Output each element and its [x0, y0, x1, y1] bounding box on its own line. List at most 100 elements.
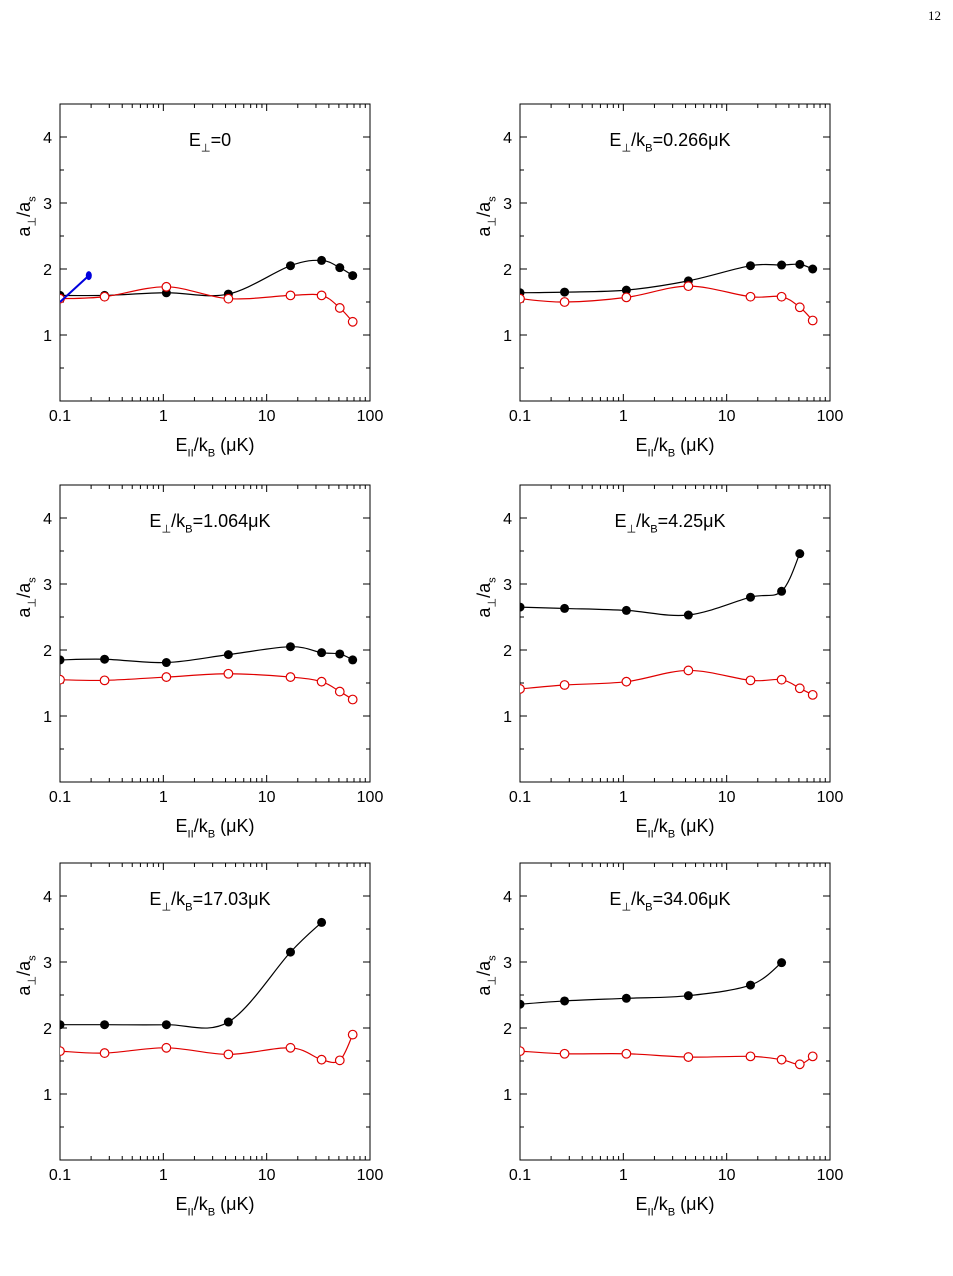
data-point-filled [161, 658, 171, 668]
data-point-open [223, 1049, 234, 1060]
x-tick-label: 10 [258, 408, 276, 425]
data-point-filled [795, 259, 805, 269]
x-tick-label: 0.1 [509, 789, 531, 806]
chart-panel-3: 0.1 1 10 100 1 2 3 4 EII/kB (μK) a⊥/as E⊥/kB=1.064… [14, 484, 384, 840]
plot-frame [59, 103, 371, 402]
data-point-filled [348, 655, 358, 665]
data-point-filled [317, 648, 327, 658]
data-point-filled [100, 1020, 110, 1030]
y-tick-label: 4 [43, 889, 52, 906]
page-number: 12 [928, 8, 941, 23]
data-point-open [316, 676, 327, 687]
x-tick-label: 1 [619, 1167, 628, 1184]
y-tick-label: 1 [43, 328, 52, 345]
data-point-filled [745, 261, 755, 271]
data-point-filled [285, 947, 295, 957]
data-point-open [683, 281, 694, 292]
data-point-filled [317, 255, 327, 265]
data-point-open [347, 316, 358, 327]
y-tick-label: 3 [503, 196, 512, 213]
plot-frame [59, 862, 371, 1161]
x-tick-label: 100 [357, 789, 384, 806]
y-axis-label: a⊥/as [474, 196, 498, 237]
plot-frame [519, 484, 831, 783]
data-point-open [161, 1042, 172, 1053]
data-point-open [621, 292, 632, 303]
data-point-open [520, 684, 525, 694]
chart-panel-6: 0.1 1 10 100 1 2 3 4 EII/kB (μK) a⊥/as E⊥/kB=34.06… [474, 862, 844, 1218]
y-tick-label: 4 [43, 130, 52, 147]
y-tick-label: 2 [503, 1021, 512, 1038]
data-point-filled [808, 264, 818, 274]
data-point-open [161, 281, 172, 292]
x-tick-label: 100 [817, 408, 844, 425]
data-point-open [223, 293, 234, 304]
data-point-filled [100, 654, 110, 664]
data-point-filled [560, 287, 570, 297]
y-tick-label: 3 [503, 577, 512, 594]
series-line-1 [60, 259, 354, 297]
data-point-open [776, 1054, 787, 1065]
data-point-open [745, 291, 756, 302]
x-tick-label: 0.1 [49, 408, 71, 425]
y-tick-label: 4 [43, 511, 52, 528]
y-axis-label: a⊥/as [14, 577, 38, 618]
x-tick-label: 0.1 [49, 1167, 71, 1184]
y-tick-label: 3 [503, 955, 512, 972]
data-point-open [161, 672, 172, 682]
data-point-filled [683, 610, 693, 620]
data-point-open [316, 1054, 327, 1065]
x-tick-label: 1 [159, 408, 168, 425]
data-point-open [683, 665, 694, 676]
y-tick-label: 2 [43, 262, 52, 279]
panel-title: E⊥/kB=17.03μK [149, 889, 270, 913]
y-tick-label: 3 [43, 955, 52, 972]
y-tick-label: 4 [503, 889, 512, 906]
data-point-open [334, 1055, 345, 1066]
x-axis-label: EII/kB (μK) [175, 435, 254, 459]
y-tick-label: 1 [43, 1087, 52, 1104]
data-point-open [334, 303, 345, 313]
data-point-filled [621, 285, 631, 295]
data-point-filled [745, 980, 755, 990]
data-point-open [559, 297, 570, 307]
data-point-filled [60, 1020, 65, 1030]
data-point-filled [621, 605, 631, 615]
data-point-open [794, 302, 805, 313]
data-point-open [807, 689, 818, 700]
data-point-open [683, 1052, 694, 1062]
data-point-open [807, 1051, 818, 1062]
data-point-filled [621, 993, 631, 1003]
data-point-open [285, 290, 296, 301]
x-axis-label: EII/kB (μK) [635, 1194, 714, 1218]
data-point-filled [285, 642, 295, 652]
data-point-filled [161, 1020, 171, 1030]
panel-title: E⊥/kB=0.266μK [609, 130, 730, 154]
y-tick-label: 1 [43, 709, 52, 726]
plot-frame [59, 484, 371, 783]
x-tick-label: 1 [619, 408, 628, 425]
x-tick-label: 100 [817, 789, 844, 806]
panel-title: E⊥/kB=1.064μK [149, 511, 270, 535]
x-tick-label: 1 [159, 1167, 168, 1184]
data-point-open [99, 675, 110, 686]
x-tick-label: 10 [718, 789, 736, 806]
x-tick-label: 10 [718, 408, 736, 425]
y-tick-label: 2 [503, 643, 512, 660]
x-tick-label: 100 [817, 1167, 844, 1184]
data-point-filled [348, 271, 358, 281]
data-point-filled [560, 996, 570, 1006]
data-point-open [745, 675, 756, 686]
series-line-1 [60, 921, 323, 1029]
x-tick-label: 10 [258, 1167, 276, 1184]
data-point-open [776, 674, 787, 685]
y-tick-label: 1 [503, 1087, 512, 1104]
x-tick-label: 0.1 [509, 408, 531, 425]
x-tick-label: 100 [357, 1167, 384, 1184]
data-point-filled [777, 586, 787, 596]
data-point-open [99, 291, 110, 302]
y-tick-label: 2 [43, 1021, 52, 1038]
blue-segment-point [85, 271, 92, 281]
data-point-open [60, 674, 65, 685]
data-point-filled [520, 999, 525, 1009]
